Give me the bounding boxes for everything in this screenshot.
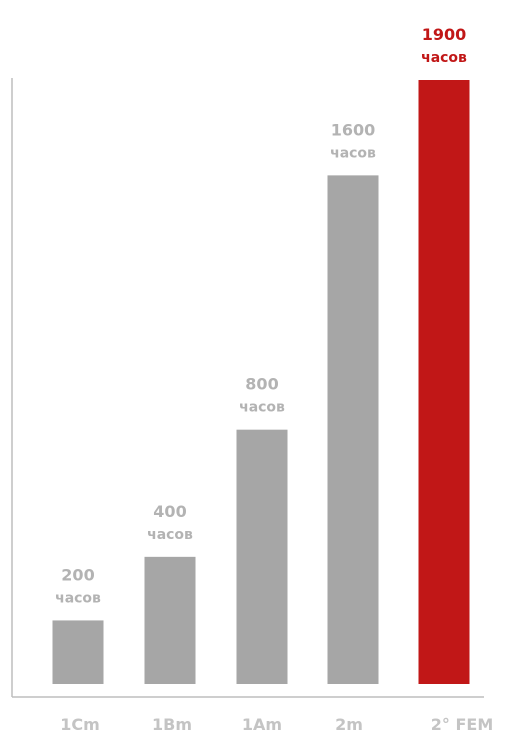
- data-label-unit-4: часов: [330, 145, 376, 161]
- data-label-unit-2: часов: [147, 527, 193, 543]
- data-label-value-2: 400: [153, 502, 186, 521]
- x-tick-label-4: 2m: [335, 715, 363, 734]
- data-label-value-3: 800: [245, 375, 278, 394]
- bar-1: [52, 620, 104, 684]
- x-tick-label-1: 1Cm: [60, 715, 100, 734]
- data-label-unit-5: часов: [421, 50, 467, 66]
- bar-4: [327, 175, 379, 685]
- x-tick-label-3: 1Am: [242, 715, 282, 734]
- data-label-value-4: 1600: [331, 120, 376, 139]
- data-label-value-5: 1900: [422, 25, 467, 44]
- bar-5: [418, 80, 470, 684]
- bar-3: [236, 429, 288, 684]
- x-tick-label-2: 1Bm: [152, 715, 192, 734]
- data-label-unit-3: часов: [239, 400, 285, 416]
- bar-2: [144, 556, 196, 684]
- data-label-value-1: 200: [61, 565, 94, 584]
- data-label-unit-1: часов: [55, 590, 101, 606]
- x-tick-label-5: 2° FEM: [431, 715, 493, 734]
